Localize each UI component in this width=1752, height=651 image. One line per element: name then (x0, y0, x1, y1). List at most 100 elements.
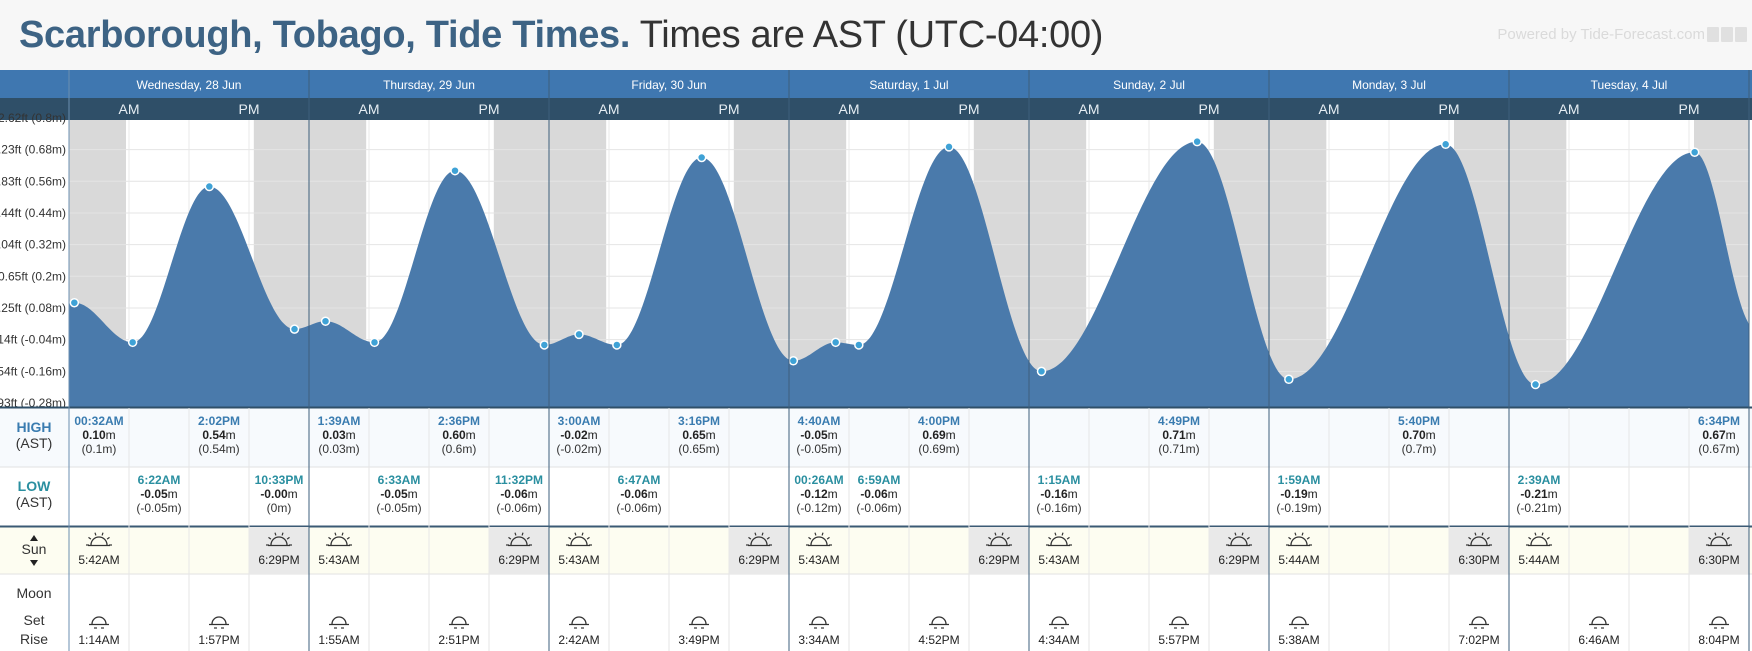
sun-ray (1301, 532, 1304, 536)
sunrise-time: 5:43AM (318, 553, 359, 567)
height-unit: m (588, 428, 598, 442)
high-tide-height-metric: (0.69m) (918, 442, 959, 456)
high-tide-height: -0.05m (800, 428, 837, 442)
am-label: AM (1079, 101, 1100, 117)
sunset-cell (249, 527, 309, 574)
high-tide-height-metric: (-0.05m) (796, 442, 841, 456)
high-tide-height: 0.60m (442, 428, 475, 442)
sun-arc (1470, 536, 1488, 546)
sun-arc (330, 536, 348, 546)
tide-extreme-marker (450, 165, 460, 176)
tide-extreme-marker (854, 340, 864, 350)
low-tide-height: -0.05m (140, 487, 177, 501)
moon-arc (1591, 616, 1607, 625)
sunrise-time: 5:43AM (798, 553, 839, 567)
sun-ray (334, 532, 337, 536)
tide-extreme-marker (1689, 147, 1700, 157)
share-icons[interactable] (1707, 27, 1747, 42)
y-tick-label: 1.44ft (0.44m) (0, 206, 66, 220)
sun-ray (1468, 536, 1472, 540)
day-header-band (0, 70, 1752, 98)
low-tide-height-metric: (-0.12m) (796, 501, 841, 515)
low-tide-height-metric: (-0.16m) (1036, 501, 1081, 515)
embed-icon[interactable] (1707, 27, 1719, 42)
sun-ray (281, 532, 284, 536)
sun-ray (994, 532, 997, 536)
sun-ray (521, 532, 524, 536)
sun-ray (1708, 536, 1712, 540)
moon-arc (1171, 616, 1187, 625)
high-tide-height-metric: (0.71m) (1158, 442, 1199, 456)
row-label-sun: Sun (22, 541, 47, 557)
high-tide-height: 0.70m (1402, 428, 1435, 442)
moon-icon (1709, 616, 1729, 629)
moon-icon (209, 616, 229, 629)
title-bar: Scarborough, Tobago, Tide Times. Times a… (0, 0, 1752, 70)
moon-time: 1:57PM (198, 633, 239, 647)
high-tide-time: 4:40AM (798, 414, 841, 428)
high-row-bg (0, 408, 1752, 467)
am-label: AM (1319, 101, 1340, 117)
share-icon[interactable] (1735, 27, 1747, 42)
high-tide-height: 0.54m (202, 428, 235, 442)
moon-icon (929, 616, 949, 629)
tide-extreme-marker (1036, 366, 1047, 377)
y-tick-label: 2.23ft (0.68m) (0, 143, 66, 157)
moon-time: 7:02PM (1458, 633, 1499, 647)
low-tide-height-metric: (-0.05m) (376, 501, 421, 515)
moon-time: 3:34AM (798, 633, 839, 647)
tide-extreme-marker (1530, 379, 1541, 390)
low-tide-height-metric: (-0.06m) (496, 501, 541, 515)
pm-label: PM (719, 101, 740, 117)
moon-icon (1469, 616, 1489, 629)
moon-icon (689, 616, 709, 629)
pm-label: PM (1439, 101, 1460, 117)
sunrise-time: 5:43AM (558, 553, 599, 567)
title-timezone: Times are AST (UTC-04:00) (639, 14, 1104, 56)
high-tide-time: 3:00AM (558, 414, 601, 428)
sun-ray (268, 536, 272, 540)
moon-arc (931, 616, 947, 625)
sun-ray (1541, 532, 1544, 536)
height-unit: m (168, 487, 178, 501)
sunset-cell (489, 527, 549, 574)
high-tide-height: 0.10m (82, 428, 115, 442)
pm-label: PM (959, 101, 980, 117)
sun-ray (1228, 536, 1232, 540)
powered-by-link[interactable]: Powered by Tide-Forecast.com (1497, 26, 1705, 43)
moon-time: 6:46AM (1578, 633, 1619, 647)
high-tide-height-metric: (0.7m) (1402, 442, 1437, 456)
ampm-band (0, 98, 1752, 120)
moon-icon (1589, 616, 1609, 629)
sunrise-icon (86, 532, 112, 547)
sun-arc (1050, 536, 1068, 546)
tide-extreme-marker (1192, 136, 1202, 147)
sunrise-time: 5:44AM (1278, 553, 1319, 567)
moon-icon (329, 616, 349, 629)
row-label-moon: Moon (16, 585, 51, 601)
sun-ray (286, 536, 290, 540)
low-tide-height: -0.12m (800, 487, 837, 501)
sun-ray (1294, 532, 1297, 536)
pm-label: PM (1199, 101, 1220, 117)
tide-extreme-marker (788, 356, 799, 366)
am-label: AM (839, 101, 860, 117)
moon-time: 5:38AM (1278, 633, 1319, 647)
sunset-cell (729, 527, 789, 574)
moon-time: 5:57PM (1158, 633, 1199, 647)
sun-ray (1061, 532, 1064, 536)
low-tide-time: 1:59AM (1278, 473, 1321, 487)
high-tide-height-metric: (0.65m) (678, 442, 719, 456)
sun-ray (1726, 536, 1730, 540)
row-label-moon-rise: Rise (20, 631, 48, 647)
low-tide-height: -0.19m (1280, 487, 1317, 501)
low-tide-time: 6:33AM (378, 473, 421, 487)
print-icon[interactable] (1721, 27, 1733, 42)
sun-arc (1710, 536, 1728, 546)
pm-label: PM (239, 101, 260, 117)
sunset-icon (1226, 532, 1252, 547)
high-tide-height-metric: (0.03m) (318, 442, 359, 456)
moon-arc (811, 616, 827, 625)
day-label: Monday, 3 Jul (1352, 78, 1426, 92)
low-tide-time: 10:33PM (255, 473, 304, 487)
